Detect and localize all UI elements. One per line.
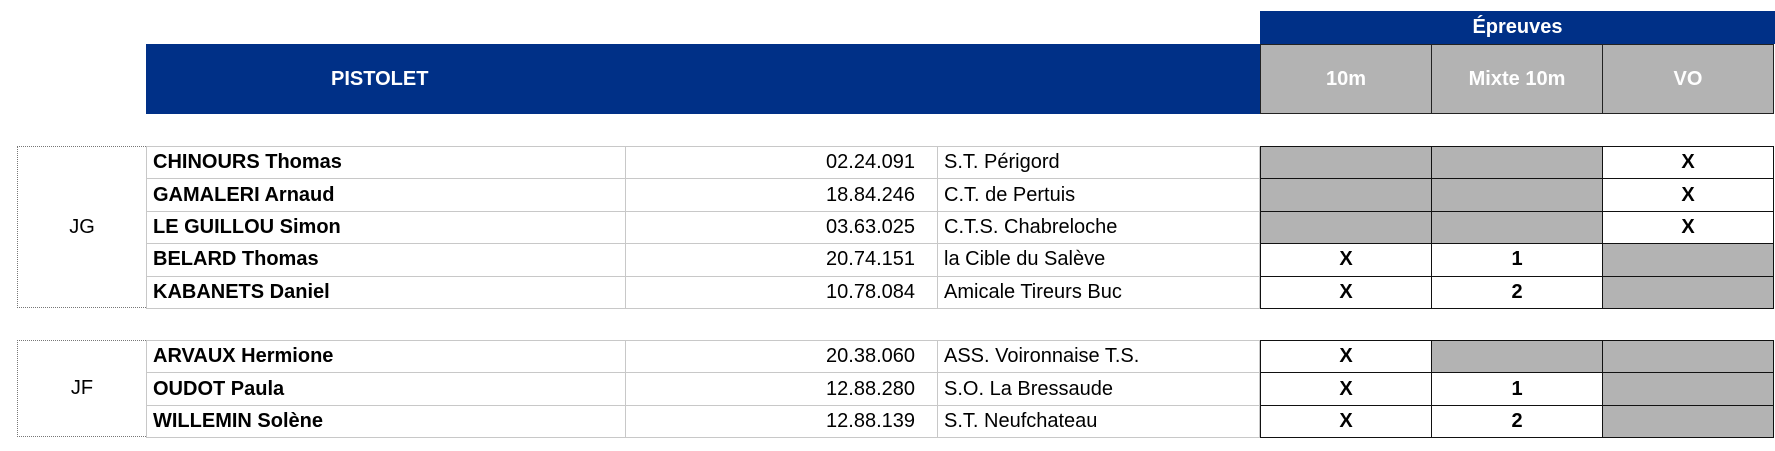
event-entry xyxy=(1431,210,1603,245)
event-header: 10m xyxy=(1260,44,1432,114)
event-entry: X xyxy=(1260,404,1432,439)
event-entry: X xyxy=(1260,340,1432,374)
athlete-name: ARVAUX Hermione xyxy=(146,340,626,374)
event-entry xyxy=(1431,146,1603,180)
event-entry xyxy=(1602,404,1774,439)
athlete-name: OUDOT Paula xyxy=(146,372,626,406)
event-header: VO xyxy=(1602,44,1774,114)
club-name: S.T. Neufchateau xyxy=(937,404,1260,439)
event-entry xyxy=(1602,340,1774,374)
athlete-name: GAMALERI Arnaud xyxy=(146,178,626,212)
club-name: ASS. Voironnaise T.S. xyxy=(937,340,1260,374)
event-entry: X xyxy=(1602,210,1774,245)
event-entry xyxy=(1431,340,1603,374)
event-entry: 2 xyxy=(1431,275,1603,309)
club-name: la Cible du Salève xyxy=(937,243,1260,277)
event-entry xyxy=(1602,275,1774,309)
event-entry: X xyxy=(1260,275,1432,309)
license-number: 20.38.060 xyxy=(625,340,938,374)
club-name: C.T.S. Chabreloche xyxy=(937,210,1260,245)
event-entry xyxy=(1431,178,1603,212)
group-label: JG xyxy=(17,146,146,308)
event-entry xyxy=(1602,243,1774,277)
event-entry: X xyxy=(1602,178,1774,212)
event-entry xyxy=(1260,210,1432,245)
license-number: 10.78.084 xyxy=(625,275,938,309)
athlete-name: WILLEMIN Solène xyxy=(146,404,626,439)
event-entry: 2 xyxy=(1431,404,1603,439)
group-label: JF xyxy=(17,340,146,438)
license-number: 20.74.151 xyxy=(625,243,938,277)
license-number: 03.63.025 xyxy=(625,210,938,245)
club-name: S.O. La Bressaude xyxy=(937,372,1260,406)
event-header: Mixte 10m xyxy=(1431,44,1603,114)
event-entry xyxy=(1602,372,1774,406)
license-number: 12.88.139 xyxy=(625,404,938,439)
athlete-name: KABANETS Daniel xyxy=(146,275,626,309)
events-label: Épreuves xyxy=(1260,11,1775,44)
license-number: 12.88.280 xyxy=(625,372,938,406)
event-entry: X xyxy=(1602,146,1774,180)
club-name: C.T. de Pertuis xyxy=(937,178,1260,212)
license-number: 18.84.246 xyxy=(625,178,938,212)
event-entry xyxy=(1260,146,1432,180)
club-name: S.T. Périgord xyxy=(937,146,1260,180)
event-entry: 1 xyxy=(1431,372,1603,406)
section-title: PISTOLET xyxy=(146,44,1260,114)
club-name: Amicale Tireurs Buc xyxy=(937,275,1260,309)
event-entry: X xyxy=(1260,243,1432,277)
athlete-name: CHINOURS Thomas xyxy=(146,146,626,180)
event-entry: X xyxy=(1260,372,1432,406)
athlete-name: LE GUILLOU Simon xyxy=(146,210,626,245)
athlete-name: BELARD Thomas xyxy=(146,243,626,277)
event-entry xyxy=(1260,178,1432,212)
event-entry: 1 xyxy=(1431,243,1603,277)
license-number: 02.24.091 xyxy=(625,146,938,180)
